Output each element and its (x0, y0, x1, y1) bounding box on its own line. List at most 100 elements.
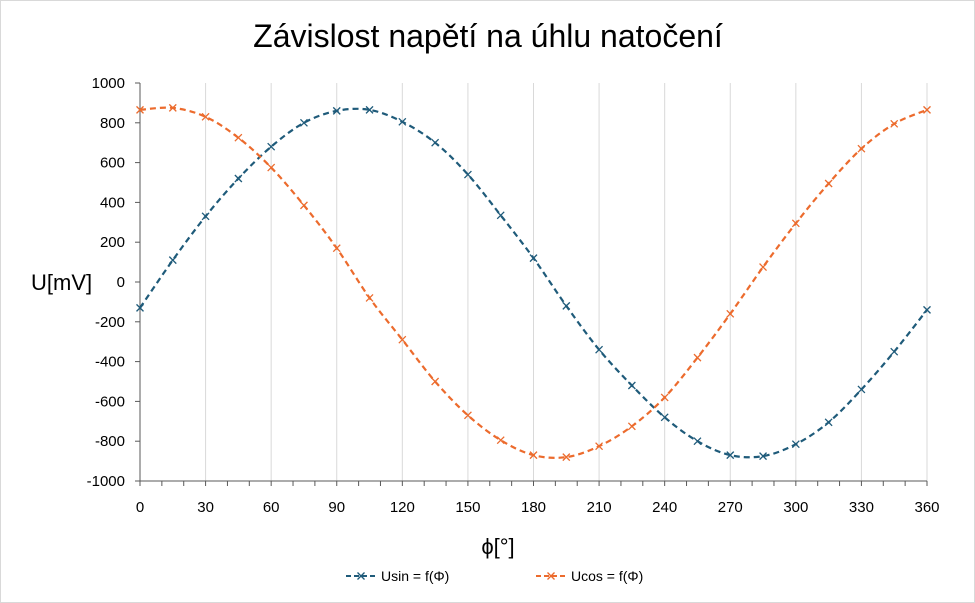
marker-stroke (398, 335, 407, 344)
marker-stroke (168, 256, 177, 265)
data-point (136, 105, 144, 114)
y-tick-label: -200 (95, 314, 125, 331)
data-point (529, 451, 538, 460)
x-tick-label: 0 (136, 499, 144, 516)
data-point (299, 201, 308, 210)
marker-stroke (923, 305, 931, 314)
marker-stroke (595, 442, 604, 451)
data-point (398, 335, 407, 344)
marker-stroke (201, 112, 210, 121)
data-point (431, 138, 440, 147)
y-tick-label: 200 (100, 234, 125, 251)
data-point (595, 345, 604, 354)
data-point (201, 212, 210, 221)
data-point (759, 452, 768, 461)
marker-stroke (168, 103, 177, 112)
marker-stroke (759, 263, 768, 272)
data-point (168, 256, 177, 265)
marker-stroke (234, 174, 243, 183)
marker-stroke (791, 440, 800, 449)
y-axis-title: U[mV] (31, 270, 92, 295)
marker-stroke (627, 381, 636, 390)
marker-stroke (726, 451, 735, 460)
x-tick-label: 300 (783, 499, 808, 516)
x-tick-label: 360 (914, 499, 939, 516)
marker-stroke (136, 105, 144, 114)
x-tick-label: 120 (390, 499, 415, 516)
marker-stroke (759, 452, 768, 461)
data-point (824, 179, 833, 188)
data-point (627, 422, 636, 431)
data-point (824, 418, 833, 427)
marker-stroke (693, 437, 702, 446)
data-point (267, 163, 276, 172)
x-tick-label: 240 (652, 499, 677, 516)
marker-stroke (332, 106, 341, 115)
x-tick-label: 90 (328, 499, 345, 516)
marker-stroke (660, 413, 669, 422)
x-tick-label: 330 (849, 499, 874, 516)
marker-stroke (234, 133, 243, 142)
y-tick-label: 600 (100, 155, 125, 172)
data-point (693, 437, 702, 446)
data-point (529, 254, 538, 263)
x-tick-label: 150 (455, 499, 480, 516)
x-tick-label: 30 (197, 499, 214, 516)
x-axis-title: ϕ[°] (481, 534, 514, 559)
data-point (890, 119, 899, 128)
axes (135, 82, 928, 486)
data-point (923, 105, 931, 114)
y-tick-label: 800 (100, 115, 125, 132)
data-point (463, 170, 472, 179)
marker-stroke (299, 201, 308, 210)
data-point (693, 353, 702, 362)
data-point (660, 413, 669, 422)
data-point (496, 436, 505, 445)
marker-stroke (923, 105, 931, 114)
series-ucos (136, 103, 931, 462)
marker-stroke (890, 347, 899, 356)
y-tick-label: -1000 (87, 473, 125, 490)
legend-marker (357, 572, 365, 580)
legend: Usin = f(Φ) Ucos = f(Φ) (346, 568, 643, 584)
plot-series (136, 103, 931, 462)
legend-label: Usin = f(Φ) (381, 568, 449, 584)
marker-stroke (332, 244, 341, 253)
marker-stroke (365, 105, 374, 114)
marker-stroke (431, 138, 440, 147)
marker-stroke (791, 219, 800, 228)
marker-stroke (547, 572, 555, 580)
legend-label: Ucos = f(Φ) (571, 568, 643, 584)
data-point (857, 144, 866, 153)
x-tick-label: 210 (587, 499, 612, 516)
marker-stroke (726, 309, 735, 318)
data-point (299, 118, 308, 127)
y-tick-label: -800 (95, 433, 125, 450)
data-point (463, 411, 472, 420)
legend-marker (547, 572, 555, 580)
marker-stroke (857, 144, 866, 153)
marker-stroke (267, 163, 276, 172)
data-point (168, 103, 177, 112)
chart-title: Závislost napětí na úhlu natočení (253, 18, 723, 54)
data-point (562, 453, 571, 462)
marker-stroke (627, 422, 636, 431)
data-point (562, 301, 571, 310)
marker-stroke (136, 303, 144, 312)
data-point (726, 451, 735, 460)
marker-stroke (267, 142, 276, 151)
x-tick-label: 270 (718, 499, 743, 516)
marker-stroke (857, 385, 866, 394)
legend-item-usin: Usin = f(Φ) (346, 568, 449, 584)
legend-item-ucos: Ucos = f(Φ) (536, 568, 643, 584)
marker-stroke (562, 453, 571, 462)
marker-stroke (660, 393, 669, 402)
marker-stroke (431, 377, 440, 386)
y-tick-label: 1000 (92, 75, 125, 92)
y-tick-label: 0 (117, 274, 125, 291)
marker-stroke (398, 117, 407, 126)
marker-stroke (595, 345, 604, 354)
marker-stroke (529, 254, 538, 263)
marker-stroke (824, 179, 833, 188)
